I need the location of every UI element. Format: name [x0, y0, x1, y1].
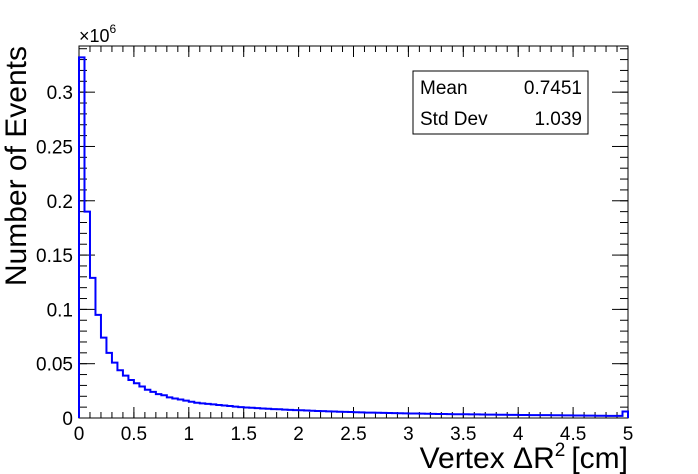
y-multiplier-exponent: 6: [110, 22, 117, 36]
y-multiplier: ×106: [79, 22, 117, 46]
x-tick-label: 5: [623, 424, 634, 445]
y-tick-label: 0.2: [47, 192, 73, 213]
x-tick-label: 3.5: [450, 424, 476, 445]
x-axis-title-superscript: 2: [555, 440, 566, 461]
x-tick-label: 1.5: [230, 424, 256, 445]
x-tick-label: 2.5: [340, 424, 366, 445]
y-tick-label: 0.1: [47, 300, 73, 321]
y-axis-title: Number of Events: [0, 46, 33, 286]
histogram-line: [78, 56, 629, 418]
x-axis-title: Vertex ΔR2 [cm]: [420, 440, 628, 474]
y-tick-label: 0.3: [47, 83, 73, 104]
x-axis-title-unit: [cm]: [571, 442, 628, 474]
stats-label-stddev: Std Dev: [420, 109, 488, 130]
x-axis-ticks: 0 0.5 1 1.5 2 2.5 3 3.5 4 4.5 5: [74, 46, 634, 445]
x-tick-label: 0: [74, 424, 85, 445]
stats-value-stddev: 1.039: [534, 109, 582, 130]
x-tick-label: 4: [513, 424, 524, 445]
y-tick-label: 0: [62, 409, 73, 430]
x-tick-label: 0.5: [121, 424, 147, 445]
y-tick-label: 0.25: [36, 137, 73, 158]
x-axis-title-main: Vertex ΔR: [420, 442, 555, 474]
y-tick-label: 0.15: [36, 246, 73, 267]
stats-label-mean: Mean: [420, 78, 468, 99]
x-tick-label: 3: [403, 424, 414, 445]
stats-box: Mean 0.7451 Std Dev 1.039: [412, 70, 589, 135]
y-multiplier-base: ×10: [79, 26, 110, 46]
x-tick-label: 4.5: [560, 424, 586, 445]
y-tick-label: 0.05: [36, 355, 73, 376]
x-tick-label: 2: [293, 424, 304, 445]
stats-box-frame: [412, 70, 589, 135]
x-tick-label: 1: [184, 424, 195, 445]
y-axis-ticks: 0 0.05 0.1 0.15 0.2 0.25 0.3: [36, 48, 628, 430]
stats-value-mean: 0.7451: [524, 78, 582, 99]
